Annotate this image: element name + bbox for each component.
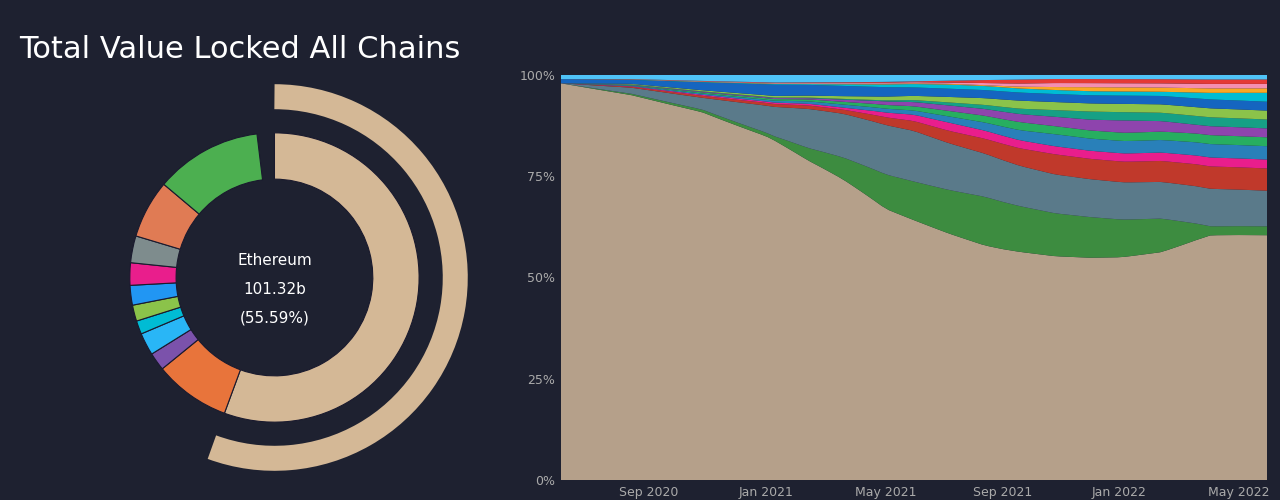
Wedge shape (141, 316, 191, 354)
Text: (55.59%): (55.59%) (239, 310, 310, 326)
Text: 101.32b: 101.32b (243, 282, 306, 296)
Text: Ethereum: Ethereum (237, 252, 312, 268)
Wedge shape (129, 262, 177, 285)
Wedge shape (136, 184, 200, 249)
Wedge shape (152, 330, 198, 369)
Wedge shape (133, 296, 180, 321)
Wedge shape (137, 307, 184, 334)
Wedge shape (164, 134, 262, 214)
Wedge shape (224, 133, 419, 422)
Text: Total Value Locked All Chains: Total Value Locked All Chains (19, 35, 461, 64)
Wedge shape (131, 283, 178, 305)
Wedge shape (163, 340, 241, 413)
Wedge shape (131, 236, 180, 268)
